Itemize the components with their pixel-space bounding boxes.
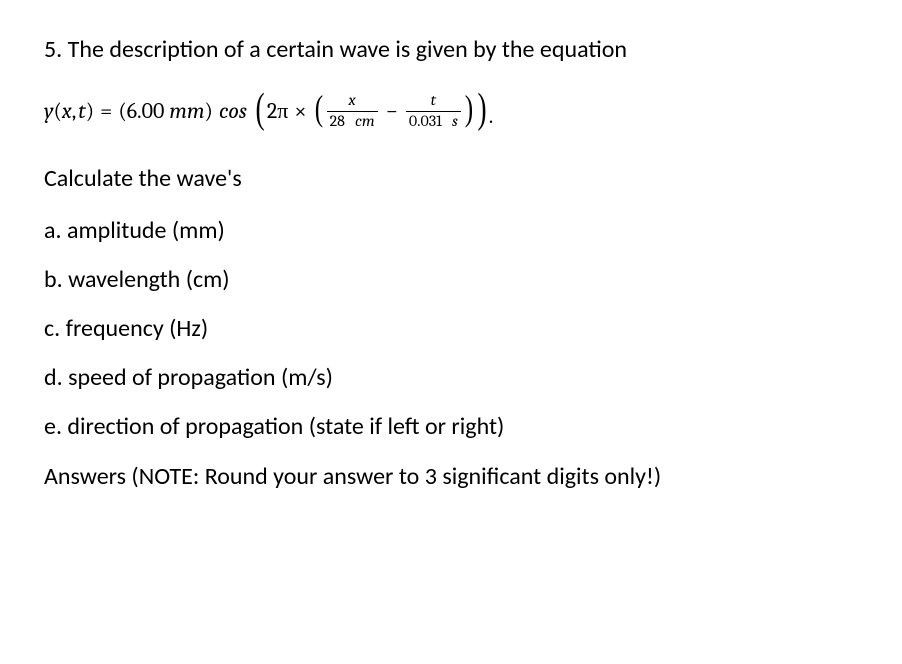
eq-frac2-den-unit: s [452, 112, 458, 130]
eq-amp-value: 6.00 [127, 98, 165, 124]
eq-frac2-num: t [428, 92, 439, 111]
eq-two-pi: 2π [267, 98, 289, 124]
eq-amp-open: ( [118, 98, 126, 124]
eq-period: . [489, 103, 494, 129]
eq-inner-close: ) [465, 87, 473, 129]
eq-frac1-den: 28 cm [327, 111, 378, 131]
eq-equals: = [100, 98, 112, 124]
eq-outer-close: ) [477, 85, 486, 133]
part-b: b. wavelength (cm) [44, 265, 862, 294]
part-a: a. amplitude (mm) [44, 216, 862, 245]
eq-frac2-den-value: 0.031 [409, 112, 442, 130]
eq-frac1-num: x [346, 92, 359, 111]
calc-prompt: Calculate the wave's [44, 163, 862, 194]
eq-lhs-func: y [44, 98, 53, 124]
eq-inner-open: ( [314, 87, 322, 129]
wave-equation: y ( x , t ) = ( 6.00 mm ) cos ( 2π × ( x… [44, 87, 862, 135]
part-c: c. frequency (Hz) [44, 314, 862, 343]
eq-frac2-den: 0.031 s [406, 111, 461, 131]
eq-amp-close: ) [205, 98, 213, 124]
eq-frac1-den-value: 28 [330, 112, 345, 130]
eq-times: × [294, 98, 306, 124]
problem-intro-text: The description of a certain wave is giv… [68, 35, 627, 64]
answers-note: Answers (NOTE: Round your answer to 3 si… [44, 461, 862, 492]
part-e: e. direction of propagation (state if le… [44, 412, 862, 441]
eq-outer-open: ( [255, 85, 264, 133]
eq-lhs-open: ( [53, 98, 61, 124]
problem-page: 5. The description of a certain wave is … [0, 0, 902, 493]
eq-frac-x-over-lambda: x 28 cm [327, 92, 378, 130]
eq-lhs-comma: , [72, 98, 77, 124]
part-d: d. speed of propagation (m/s) [44, 363, 862, 392]
eq-frac1-den-unit: cm [355, 112, 375, 130]
eq-frac-t-over-T: t 0.031 s [406, 92, 461, 130]
problem-intro-line: 5. The description of a certain wave is … [44, 34, 862, 65]
problem-number: 5. [44, 35, 62, 64]
eq-amp-unit: mm [169, 98, 204, 124]
eq-cos: cos [219, 98, 247, 124]
eq-minus: − [386, 98, 398, 124]
eq-lhs-arg-x: x [62, 98, 72, 124]
eq-lhs-arg-t: t [78, 98, 85, 124]
eq-lhs-close: ) [86, 98, 94, 124]
